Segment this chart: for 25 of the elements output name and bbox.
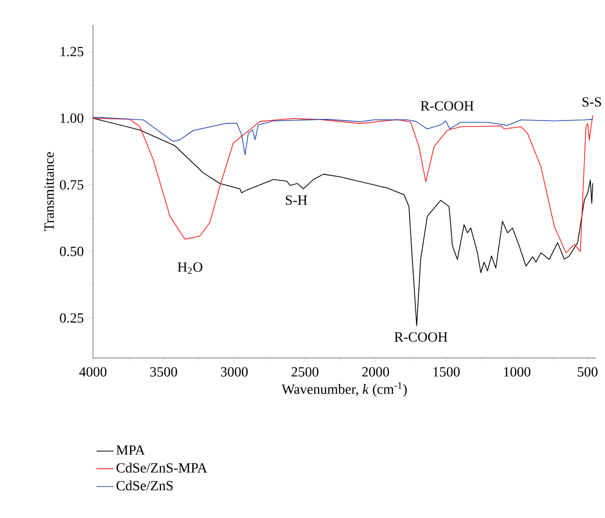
y-tick-label: 1.25 — [60, 46, 84, 56]
annotation: R-COOH — [394, 332, 448, 342]
line-series — [92, 114, 594, 254]
x-tick-label: 4000 — [79, 367, 106, 377]
y-tick-label: 0.75 — [60, 180, 84, 190]
legend-label: CdSe/ZnS — [116, 480, 173, 490]
x-tick-label: 1000 — [504, 367, 530, 377]
x-tick-label: 1500 — [433, 367, 460, 377]
x-tick-label: 500 — [578, 367, 598, 377]
legend-label: CdSe/ZnS-MPA — [116, 462, 208, 473]
y-tick-label: 0.25 — [60, 313, 84, 323]
annotation: R-COOH — [420, 101, 474, 111]
x-tick-label: 3500 — [150, 367, 178, 377]
annotation: S-S — [582, 97, 601, 107]
x-axis-title: Wavenumber, k (cm$^{-1}$) — [282, 382, 407, 397]
line-series — [92, 116, 594, 156]
y-tick-label: 0.50 — [60, 246, 84, 256]
y-axis-title: Transmittance — [44, 152, 54, 232]
annotation: H$_{2}$O — [178, 262, 202, 274]
legend-label: MPA — [116, 445, 145, 455]
x-tick-label: 2500 — [292, 367, 318, 377]
x-tick-label: 3000 — [220, 367, 248, 377]
x-tick-label: 2000 — [362, 367, 390, 377]
y-tick-label: 1.00 — [60, 113, 84, 123]
annotation: S-H — [286, 195, 308, 205]
